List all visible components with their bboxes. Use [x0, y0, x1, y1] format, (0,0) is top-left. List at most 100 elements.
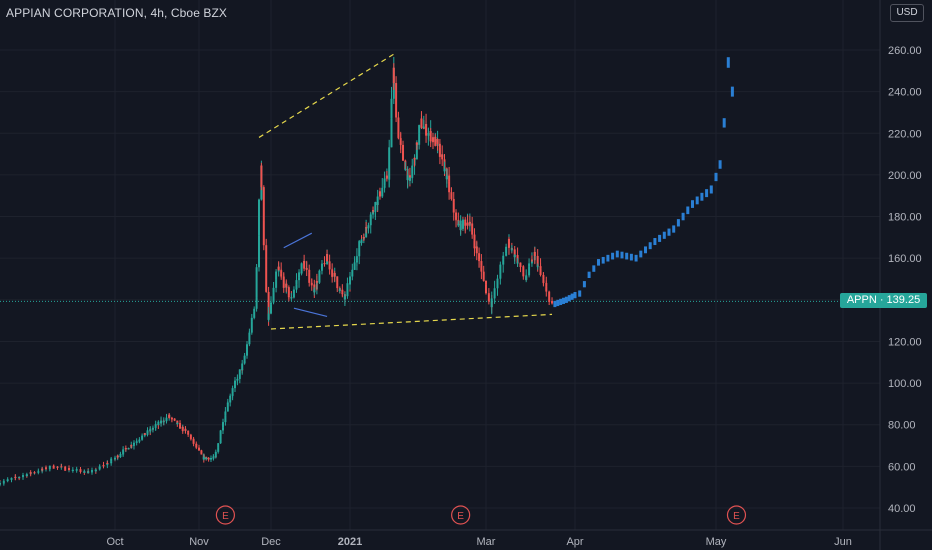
candle-body: [192, 439, 195, 444]
candle-body: [431, 137, 434, 143]
candle-body: [102, 465, 105, 467]
candle-body: [448, 181, 451, 193]
candle-body: [219, 436, 222, 444]
candle-body: [298, 272, 301, 278]
candle-body: [87, 471, 90, 474]
candle-body: [146, 430, 149, 434]
candle-body: [441, 154, 444, 160]
candle-body: [94, 469, 97, 472]
earnings-marker[interactable]: [215, 505, 235, 525]
x-tick-label: Jun: [834, 536, 852, 548]
candle-body: [184, 428, 187, 431]
candle-body: [548, 291, 551, 301]
currency-button[interactable]: USD: [890, 4, 924, 22]
candle-body: [253, 308, 256, 312]
candle-body: [106, 463, 109, 466]
candle-body: [241, 363, 244, 370]
projection-bar: [559, 298, 563, 306]
candle-body: [397, 137, 400, 139]
trendline-dashed[interactable]: [270, 313, 553, 330]
candle-body: [466, 222, 469, 226]
candle-body: [10, 477, 13, 479]
candle-body: [277, 266, 280, 271]
candle-body: [539, 268, 542, 275]
trendline-dashed[interactable]: [258, 53, 395, 138]
trendline-solid[interactable]: [283, 232, 313, 249]
candle-body: [496, 278, 499, 281]
trendline-solid[interactable]: [293, 307, 328, 318]
candle-body: [499, 264, 502, 275]
candle-body: [280, 273, 283, 277]
candle-body: [413, 157, 416, 160]
candle-body: [83, 471, 86, 473]
candle-body: [212, 456, 215, 458]
candle-body: [505, 246, 508, 254]
projection-bar: [730, 86, 734, 97]
earnings-marker[interactable]: [726, 505, 747, 525]
candle-body: [246, 344, 248, 350]
candle-body: [200, 453, 203, 455]
candle-body: [369, 214, 372, 221]
candle-body: [60, 466, 63, 468]
candle-body: [130, 445, 133, 447]
projection-bar: [592, 265, 596, 272]
candle-body: [187, 430, 190, 433]
price-axis[interactable]: 40.0060.0080.00100.00120.00140.00160.001…: [888, 45, 922, 515]
candle-body: [226, 403, 229, 412]
projection-bar: [639, 250, 643, 258]
candle-body: [272, 287, 275, 293]
time-axis[interactable]: Oct Nov Dec 2021 Mar Apr May Jun: [106, 536, 851, 548]
candle-body: [114, 457, 116, 460]
candle-body: [336, 282, 339, 289]
candle-body: [173, 418, 176, 420]
current-price-tag: APPN · 139.25: [840, 293, 927, 308]
candle-body: [310, 284, 313, 286]
candle-body: [154, 424, 157, 427]
candle-body: [408, 177, 411, 181]
candle-body: [378, 191, 381, 197]
candle-body: [224, 411, 227, 416]
candle-body: [224, 415, 227, 423]
candle-body: [522, 272, 525, 277]
candle-body: [170, 418, 173, 420]
candle-body: [165, 417, 168, 419]
candle-body: [305, 268, 308, 270]
candle-body: [318, 275, 321, 283]
candle-body: [238, 372, 241, 379]
earnings-marker[interactable]: [451, 505, 471, 525]
candle-body: [45, 467, 47, 469]
x-tick-label: Dec: [261, 536, 281, 548]
candle-body: [402, 150, 405, 161]
candle-body: [303, 260, 306, 269]
trend-lines[interactable]: [258, 53, 553, 330]
candle-body: [455, 219, 458, 221]
y-tick-label: 220.00: [888, 128, 922, 140]
x-tick-label: Apr: [566, 536, 583, 548]
candle-body: [195, 444, 198, 448]
candle-body: [22, 475, 24, 477]
candle-body: [438, 147, 441, 157]
candle-body: [485, 280, 487, 285]
candle-body: [234, 384, 236, 389]
projection-bar: [615, 250, 619, 258]
candle-body: [510, 249, 513, 251]
candle-body: [173, 419, 176, 421]
candle-body: [124, 448, 127, 450]
candle-body: [429, 131, 432, 142]
projection-bar: [644, 246, 647, 254]
candle-body: [275, 271, 278, 280]
candle-body: [189, 438, 192, 440]
candle-body: [270, 302, 272, 305]
candle-body: [525, 275, 528, 280]
projection-bar: [570, 293, 574, 300]
candle-body: [390, 98, 393, 119]
candle-body: [41, 468, 44, 470]
candle-body: [318, 270, 321, 276]
candle-body: [536, 266, 539, 268]
projection-bar: [658, 234, 662, 242]
candle-body: [236, 378, 239, 380]
projection-bar: [556, 299, 560, 307]
candle-body: [250, 321, 253, 333]
